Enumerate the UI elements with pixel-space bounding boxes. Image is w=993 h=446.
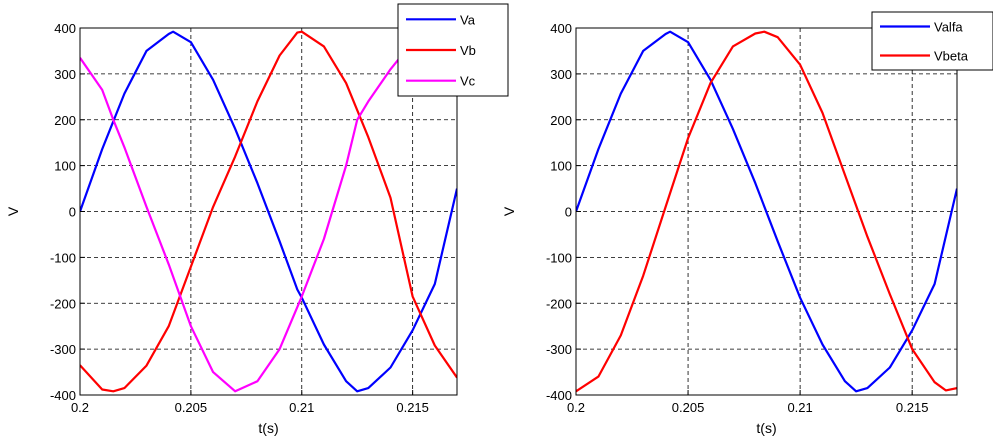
series-line-vc bbox=[80, 30, 429, 393]
y-tick-label: -100 bbox=[546, 250, 572, 265]
y-tick-label: -100 bbox=[50, 250, 76, 265]
y-tick-label: 200 bbox=[54, 113, 76, 128]
legend: Valfa Vbeta bbox=[871, 11, 993, 71]
y-tick-label: -400 bbox=[50, 388, 76, 403]
legend-label-vb: Vb bbox=[460, 43, 476, 58]
y-tick-label: -300 bbox=[50, 342, 76, 357]
x-tick-label: 0.2 bbox=[71, 400, 89, 415]
y-tick-label: 400 bbox=[550, 21, 572, 36]
x-tick-label: 0.21 bbox=[289, 400, 314, 415]
x-tick-label: 0.21 bbox=[787, 400, 812, 415]
x-axis-label: t(s) bbox=[258, 420, 278, 436]
series-line-valfa bbox=[576, 30, 957, 393]
y-tick-label: -200 bbox=[546, 296, 572, 311]
y-tick-label: -300 bbox=[546, 342, 572, 357]
y-axis-label: V bbox=[501, 206, 517, 216]
y-tick-label: 100 bbox=[550, 159, 572, 174]
y-tick-label: -200 bbox=[50, 296, 76, 311]
legend-label-va: Va bbox=[460, 12, 476, 27]
x-tick-label: 0.2 bbox=[567, 400, 585, 415]
series-line-va bbox=[80, 30, 457, 393]
x-tick-label: 0.205 bbox=[672, 400, 705, 415]
y-axis-label: V bbox=[5, 206, 21, 216]
y-tick-label: 300 bbox=[54, 67, 76, 82]
x-tick-label: 0.205 bbox=[175, 400, 208, 415]
legend: Va Vb Vc bbox=[397, 3, 509, 97]
x-tick-label: 0.215 bbox=[396, 400, 429, 415]
y-tick-label: 400 bbox=[54, 21, 76, 36]
series-line-vbeta bbox=[576, 30, 957, 393]
series-line-vb bbox=[80, 30, 457, 393]
legend-label-vbeta: Vbeta bbox=[934, 49, 969, 64]
y-tick-label: 300 bbox=[550, 67, 572, 82]
y-tick-label: 0 bbox=[69, 205, 76, 220]
chart-1: 0.2 0.205 0.21 0.215 -400 -300 -200 -100 0 100 200… bbox=[5, 3, 509, 436]
y-tick-label: 200 bbox=[550, 113, 572, 128]
chart-2: 0.2 0.205 0.21 0.215 -400 -300 -200 -100 0 100 200… bbox=[501, 11, 993, 436]
y-tick-label: 100 bbox=[54, 159, 76, 174]
y-tick-label: 0 bbox=[565, 205, 572, 220]
legend-box bbox=[871, 11, 993, 71]
x-axis-label: t(s) bbox=[756, 420, 776, 436]
x-tick-label: 0.215 bbox=[896, 400, 929, 415]
legend-label-vc: Vc bbox=[460, 74, 476, 89]
legend-label-valfa: Valfa bbox=[934, 20, 963, 35]
y-tick-label: -400 bbox=[546, 388, 572, 403]
